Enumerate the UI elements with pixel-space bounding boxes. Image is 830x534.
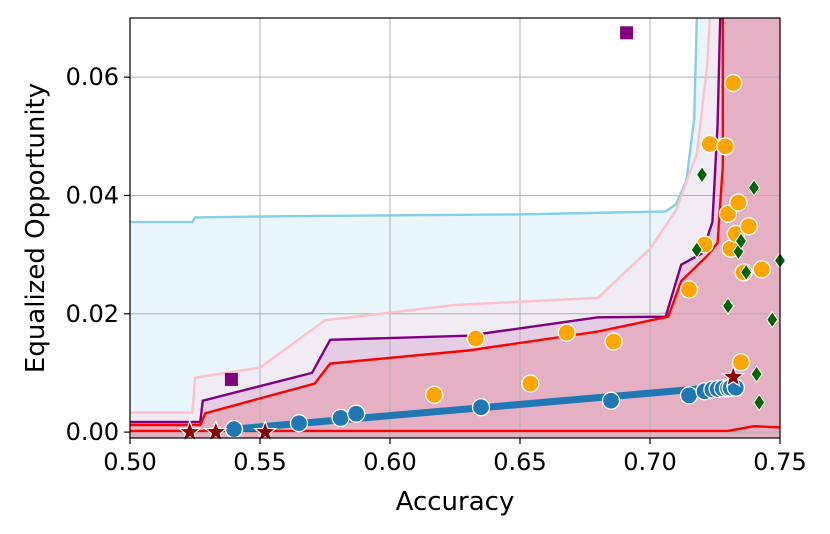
blue-circle-point bbox=[601, 391, 621, 410]
orange-circle-point bbox=[752, 260, 771, 279]
blue-circle-point bbox=[471, 398, 491, 417]
x-axis-ticks: 0.50 0.55 0.60 0.65 0.70 0.75 bbox=[103, 438, 807, 476]
plot-frame bbox=[129, 17, 781, 439]
green-diamond-point bbox=[740, 263, 753, 282]
data-markers bbox=[177, 26, 787, 443]
green-diamond-point bbox=[695, 165, 709, 184]
lightblue-frontier-line bbox=[130, 18, 698, 224]
blue-circle-point bbox=[331, 408, 350, 428]
green-diamond-point bbox=[721, 297, 735, 315]
orange-circle-point bbox=[557, 323, 576, 342]
orange-circle-point bbox=[716, 137, 735, 156]
y-tick-label: 0.04 bbox=[66, 181, 119, 209]
orange-circle-point bbox=[724, 73, 743, 93]
orange-circle-point bbox=[729, 193, 748, 212]
darkred-star-point bbox=[721, 364, 746, 388]
green-diamond-point bbox=[766, 310, 779, 329]
y-axis-ticks: 0.00 0.02 0.04 0.06 bbox=[66, 63, 130, 446]
blue-circle-point bbox=[679, 386, 699, 405]
x-tick-label: 0.60 bbox=[363, 448, 416, 476]
x-tick-label: 0.50 bbox=[103, 448, 156, 476]
x-tick-label: 0.75 bbox=[753, 448, 806, 476]
darkred-star-point bbox=[203, 419, 228, 443]
red-frontier-fill bbox=[130, 18, 780, 438]
green-diamond-point bbox=[750, 365, 763, 383]
darkred-star-point bbox=[253, 419, 278, 443]
orange-circle-point bbox=[700, 134, 719, 154]
blue-circle-point bbox=[347, 404, 366, 423]
orange-circle-point bbox=[739, 217, 758, 236]
orange-circle-point bbox=[521, 374, 540, 393]
orange-circle-point bbox=[679, 280, 699, 299]
green-diamond-point bbox=[753, 393, 766, 412]
y-axis-label: Equalized Opportunity bbox=[21, 83, 51, 373]
y-tick-label: 0.06 bbox=[66, 63, 119, 91]
purple-square-point bbox=[620, 26, 634, 40]
red-frontier-line bbox=[130, 18, 724, 427]
frontier-fills bbox=[130, 18, 780, 438]
x-tick-label: 0.70 bbox=[623, 448, 676, 476]
orange-circle-point bbox=[604, 332, 623, 351]
orange-circle-point bbox=[718, 204, 738, 223]
x-axis-label: Accuracy bbox=[396, 487, 515, 517]
orange-circle-point bbox=[731, 353, 751, 372]
red-baseline bbox=[130, 424, 780, 433]
x-tick-label: 0.65 bbox=[493, 448, 546, 476]
green-diamond-point bbox=[690, 241, 703, 259]
green-diamond-point bbox=[734, 232, 748, 250]
darkred-star-point bbox=[177, 419, 202, 443]
purple-frontier-line bbox=[130, 18, 722, 424]
blue-circle-point bbox=[224, 419, 244, 439]
green-diamond-point bbox=[747, 178, 761, 197]
purple-square-point bbox=[224, 372, 238, 386]
y-tick-label: 0.02 bbox=[66, 300, 119, 328]
frontier-lines bbox=[130, 18, 780, 433]
blue-circle-point bbox=[289, 414, 309, 433]
y-tick-label: 0.00 bbox=[66, 418, 119, 446]
pink-frontier-line bbox=[130, 18, 711, 414]
orange-circle-point bbox=[466, 329, 485, 348]
x-tick-label: 0.55 bbox=[233, 448, 286, 476]
orange-circle-point bbox=[425, 385, 444, 404]
